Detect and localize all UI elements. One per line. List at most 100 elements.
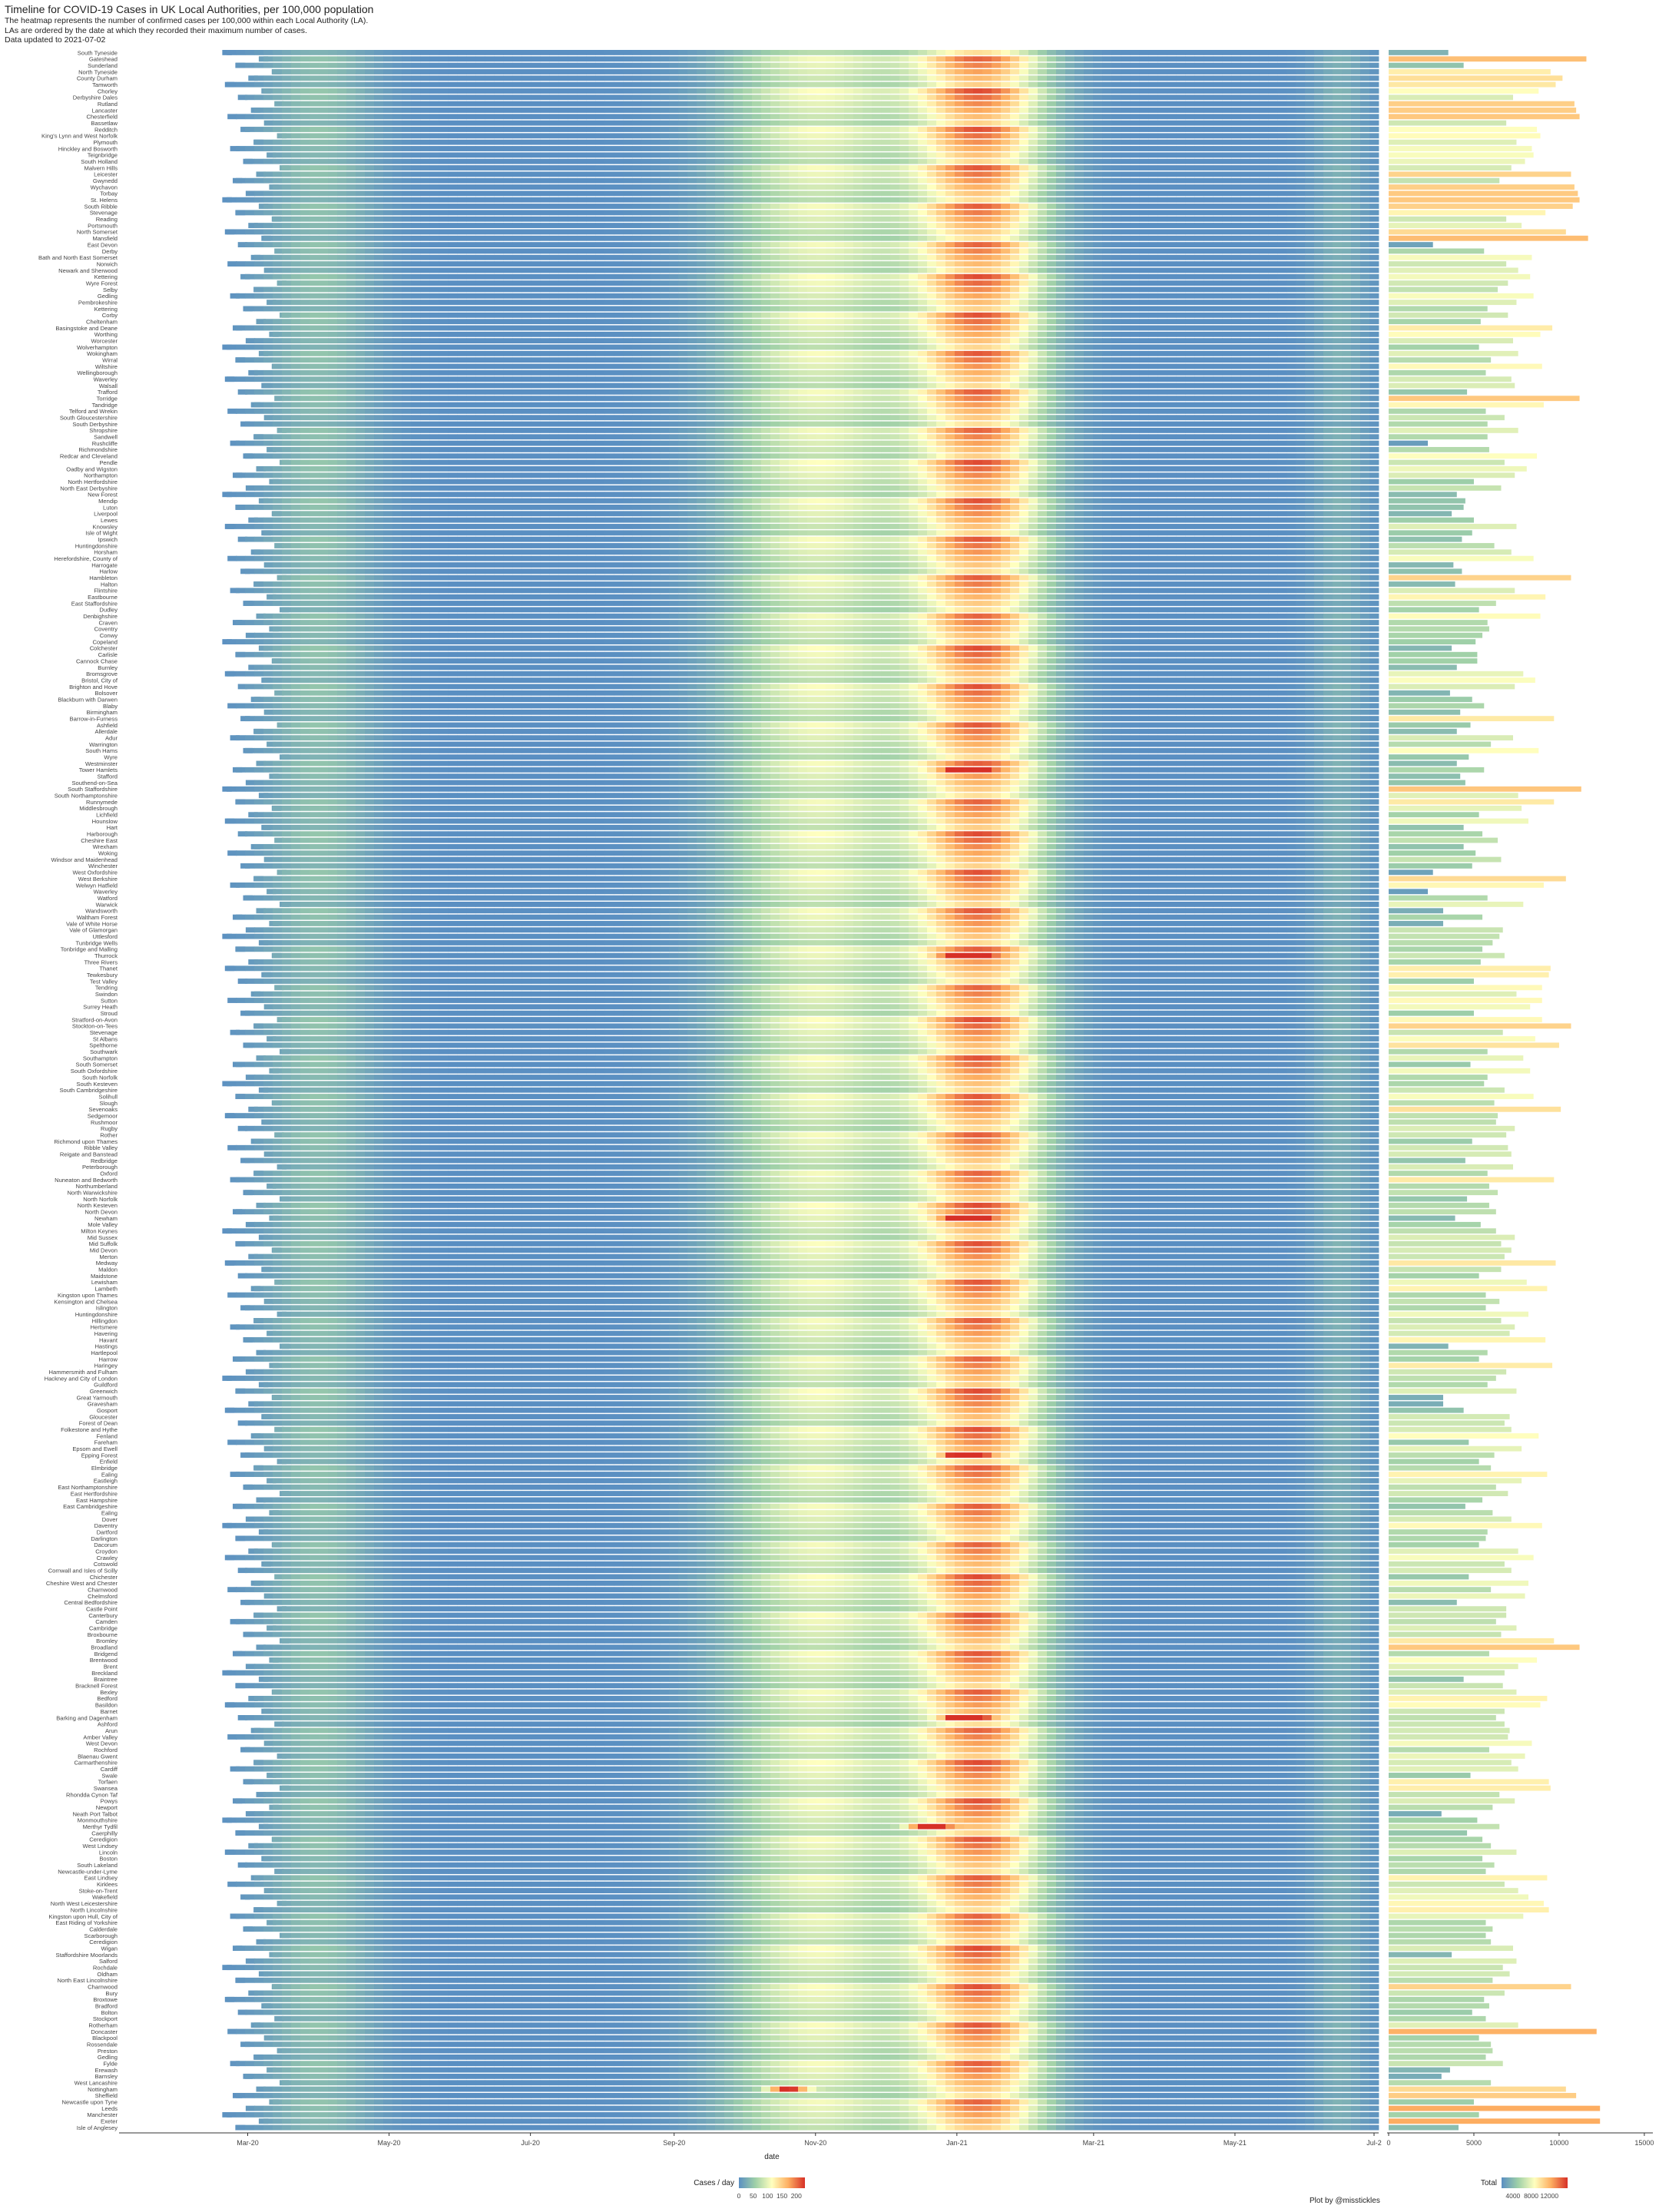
heatmap-cell [770,229,780,234]
heatmap-cell [1010,223,1019,228]
heatmap-cell [770,82,780,88]
heatmap-cell [586,190,595,196]
heatmap-cell [918,190,927,196]
heatmap-cell [503,159,512,164]
heatmap-cell [890,255,899,260]
heatmap-cell [1277,287,1286,293]
heatmap-cell [604,88,614,94]
heatmap-cell [724,146,733,151]
heatmap-cell [1065,140,1075,145]
heatmap-cell [1314,197,1323,203]
heatmap-cell [291,190,300,196]
heatmap-cell [1111,210,1121,215]
heatmap-cell [1001,88,1010,94]
heatmap-cell [890,88,899,94]
heatmap-cell [577,94,586,100]
heatmap-cell [282,114,291,119]
heatmap-cell [1084,69,1093,75]
heatmap-cell [466,261,475,267]
heatmap-cell [1093,287,1102,293]
heatmap-cell [1093,121,1102,126]
heatmap-cell [1001,108,1010,113]
heatmap-cell [282,255,291,260]
heatmap-cell [669,63,678,68]
heatmap-cell [955,82,964,88]
heatmap-cell [402,127,411,132]
heatmap-cell [1222,140,1231,145]
heatmap-cell [1268,114,1277,119]
heatmap-cell [549,223,558,228]
heatmap-cell [1333,268,1342,273]
heatmap-cell [1268,108,1277,113]
heatmap-cell [1250,300,1259,305]
heatmap-cell [1111,114,1121,119]
heatmap-cell [1259,121,1268,126]
heatmap-cell [816,146,826,151]
heatmap-cell [1121,56,1130,61]
heatmap-cell [1056,280,1065,286]
heatmap-cell [798,69,807,75]
heatmap-cell [982,114,992,119]
heatmap-cell [1185,108,1194,113]
heatmap-cell [1185,75,1194,81]
heatmap-cell [780,190,789,196]
heatmap-cell [632,261,641,267]
heatmap-cell [402,121,411,126]
heatmap-cell [706,101,715,107]
heatmap-cell [1296,69,1305,75]
heatmap-cell [1139,248,1148,253]
heatmap-cell [816,63,826,68]
heatmap-cell [236,229,245,234]
heatmap-cell [1268,280,1277,286]
heatmap-cell [494,306,503,312]
heatmap-cell [660,197,669,203]
heatmap-cell [1286,108,1296,113]
heatmap-cell [1323,152,1333,157]
heatmap-cell [715,101,724,107]
heatmap-cell [522,50,531,55]
heatmap-cell [697,217,706,222]
heatmap-cell [651,268,660,273]
heatmap-cell [623,94,632,100]
heatmap-cell [1075,248,1084,253]
heatmap-cell [853,63,863,68]
heatmap-cell [549,280,558,286]
heatmap-cell [1028,133,1038,138]
heatmap-cell [1296,184,1305,190]
heatmap-cell [1167,63,1176,68]
heatmap-cell [826,197,835,203]
heatmap-cell [927,184,936,190]
heatmap-cell [365,223,374,228]
heatmap-cell [420,75,429,81]
heatmap-cell [319,94,328,100]
heatmap-cell [743,82,752,88]
heatmap-cell [1038,210,1047,215]
heatmap-cell [807,114,816,119]
heatmap-cell [789,190,798,196]
heatmap-cell [687,152,697,157]
heatmap-cell [1305,171,1314,177]
heatmap-cell [1323,280,1333,286]
heatmap-cell [835,255,844,260]
heatmap-cell [577,248,586,253]
heatmap-cell [1351,50,1360,55]
heatmap-cell [1121,165,1130,171]
heatmap-cell [595,50,604,55]
heatmap-cell [1240,255,1250,260]
heatmap-cell [1167,300,1176,305]
heatmap-cell [429,94,439,100]
heatmap-cell [429,306,439,312]
heatmap-cell [826,236,835,241]
heatmap-cell [1286,127,1296,132]
heatmap-cell [945,248,955,253]
heatmap-cell [1010,88,1019,94]
heatmap-cell [392,280,402,286]
heatmap-cell [724,268,733,273]
heatmap-cell [743,242,752,247]
heatmap-cell [1259,197,1268,203]
heatmap-cell [632,146,641,151]
heatmap-cell [715,178,724,184]
heatmap-cell [466,293,475,299]
heatmap-cell [346,197,356,203]
heatmap-cell [282,217,291,222]
